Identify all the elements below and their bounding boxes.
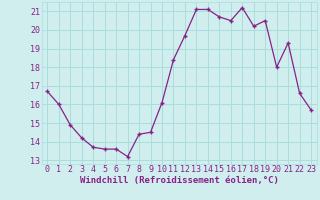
X-axis label: Windchill (Refroidissement éolien,°C): Windchill (Refroidissement éolien,°C) [80, 176, 279, 185]
